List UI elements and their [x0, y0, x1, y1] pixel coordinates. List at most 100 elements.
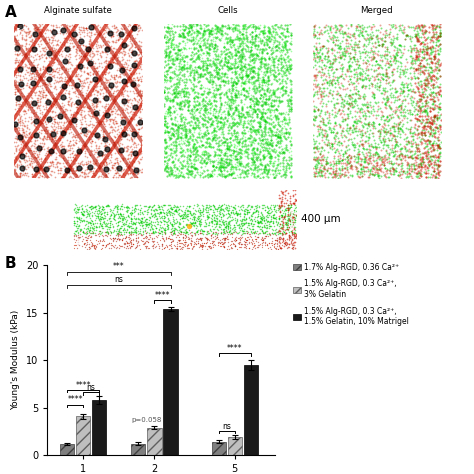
- Point: [181, 33, 189, 41]
- Point: [219, 210, 227, 218]
- Point: [34, 63, 41, 71]
- Point: [280, 54, 287, 62]
- Point: [99, 68, 106, 76]
- Point: [280, 122, 288, 129]
- Point: [383, 149, 391, 157]
- Point: [251, 244, 259, 252]
- Point: [394, 33, 401, 41]
- Point: [383, 45, 391, 52]
- Point: [264, 74, 272, 82]
- Point: [360, 25, 367, 33]
- Point: [371, 171, 379, 178]
- Point: [378, 172, 385, 180]
- Point: [420, 66, 428, 73]
- Point: [137, 124, 145, 132]
- Point: [425, 102, 432, 110]
- Point: [252, 31, 260, 38]
- Point: [188, 107, 195, 114]
- Point: [379, 86, 387, 93]
- Point: [396, 124, 403, 131]
- Point: [391, 85, 399, 92]
- Point: [198, 243, 206, 250]
- Point: [166, 74, 174, 82]
- Point: [93, 207, 101, 214]
- Point: [21, 157, 28, 164]
- Point: [339, 116, 346, 123]
- Point: [410, 97, 417, 105]
- Point: [18, 161, 25, 168]
- Point: [235, 107, 242, 115]
- Point: [414, 84, 421, 92]
- Point: [265, 222, 273, 230]
- Point: [11, 51, 19, 58]
- Point: [184, 163, 191, 170]
- Point: [120, 226, 128, 233]
- Point: [370, 164, 377, 172]
- Point: [156, 209, 164, 217]
- Point: [173, 22, 181, 29]
- Point: [63, 117, 71, 125]
- Point: [328, 63, 336, 71]
- Point: [389, 51, 396, 58]
- Point: [56, 135, 64, 142]
- Point: [203, 49, 211, 57]
- Point: [429, 98, 437, 105]
- Point: [312, 143, 320, 150]
- Point: [262, 90, 269, 98]
- Point: [194, 129, 202, 137]
- Point: [283, 63, 291, 71]
- Point: [202, 66, 210, 74]
- Point: [383, 72, 390, 79]
- Point: [187, 219, 195, 227]
- Point: [75, 27, 82, 35]
- Point: [108, 135, 115, 142]
- Point: [217, 56, 224, 64]
- Point: [354, 55, 361, 63]
- Point: [183, 207, 191, 214]
- Point: [215, 51, 222, 59]
- Point: [122, 29, 130, 36]
- Point: [273, 93, 281, 100]
- Point: [183, 84, 191, 91]
- Point: [35, 128, 42, 136]
- Point: [82, 158, 90, 165]
- Point: [91, 245, 98, 252]
- Point: [217, 130, 225, 138]
- Point: [218, 30, 225, 37]
- Point: [69, 22, 76, 29]
- Point: [372, 163, 379, 171]
- Point: [199, 241, 206, 249]
- Point: [217, 100, 225, 108]
- Point: [271, 35, 278, 42]
- Point: [395, 92, 402, 100]
- Point: [151, 222, 159, 229]
- Point: [271, 109, 278, 116]
- Point: [204, 135, 212, 142]
- Point: [248, 216, 256, 224]
- Point: [170, 219, 177, 226]
- Point: [392, 154, 400, 161]
- Point: [277, 84, 285, 91]
- Point: [280, 115, 288, 123]
- Point: [118, 210, 125, 218]
- Point: [128, 162, 136, 170]
- Point: [54, 129, 61, 137]
- Point: [281, 145, 288, 152]
- Point: [431, 174, 438, 182]
- Point: [163, 218, 171, 226]
- Point: [428, 36, 436, 44]
- Point: [236, 93, 243, 101]
- Point: [201, 128, 209, 136]
- Point: [310, 72, 318, 79]
- Point: [190, 140, 197, 148]
- Text: ****: ****: [227, 344, 243, 353]
- Point: [255, 202, 263, 210]
- Point: [255, 98, 263, 105]
- Point: [177, 87, 185, 95]
- Point: [283, 66, 290, 73]
- Point: [164, 225, 171, 232]
- Point: [15, 88, 22, 95]
- Point: [281, 228, 288, 236]
- Point: [195, 143, 203, 150]
- Point: [422, 100, 429, 107]
